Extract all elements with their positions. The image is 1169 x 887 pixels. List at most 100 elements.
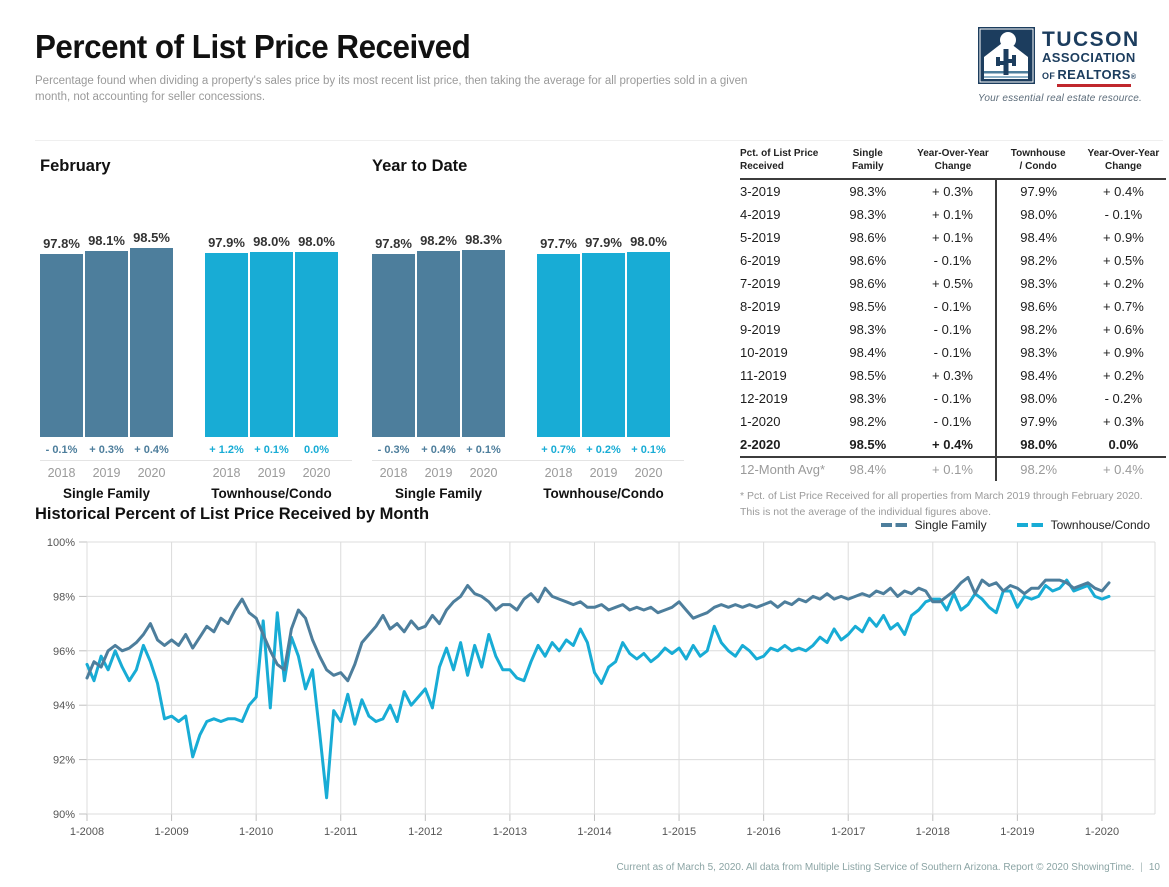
table-cell: - 0.1% [910, 249, 997, 272]
table-row: 8-2019 98.5% - 0.1% 98.6% + 0.7% [740, 295, 1166, 318]
bar-column: 98.0% [295, 234, 338, 437]
col-header-townhouse-condo: Townhouse / Condo [1010, 148, 1066, 172]
bar-2020 [130, 248, 173, 437]
table-cell: + 0.4% [1080, 456, 1166, 481]
yoy-change-label: + 0.1% [254, 444, 289, 456]
table-cell: 98.2% [849, 414, 887, 429]
table-cell: 98.5% [849, 368, 887, 383]
year-label: 2018 [544, 466, 573, 480]
bar-column: 97.9% [582, 235, 625, 437]
tar-logo-wordmark: TUCSON ASSOCIATION OF REALTORS ® [1042, 27, 1140, 89]
bar-2018 [372, 253, 415, 437]
bar-section-divider [40, 460, 352, 461]
header-divider [35, 140, 1163, 141]
bar-section-divider [372, 460, 684, 461]
chart-legend: Single Family Townhouse/Condo [880, 518, 1150, 532]
svg-text:1-2010: 1-2010 [239, 826, 273, 838]
bar-2019 [85, 251, 128, 437]
legend-item-single-family: Single Family [880, 518, 987, 532]
bars-row: 97.8% 98.2% 98.3% [372, 227, 505, 437]
bar-column: 98.0% [627, 234, 670, 437]
year-label: 2020 [137, 466, 166, 480]
series-label: Single Family [394, 486, 483, 501]
table-cell: 98.4% [1020, 368, 1058, 383]
bar-2018 [40, 253, 83, 437]
bar-2020 [627, 252, 670, 437]
table-cell: 12-Month Avg* [740, 456, 826, 481]
table-cell: 0.0% [1108, 437, 1139, 452]
yoy-change-label: + 0.4% [421, 444, 456, 456]
table-cell: 8-2019 [740, 299, 781, 314]
col-header-month: Pct. of List Price Received [740, 148, 819, 172]
table-cell: 1-2020 [740, 414, 781, 429]
table-row: 3-2019 98.3% + 0.3% 97.9% + 0.4% [740, 179, 1166, 203]
table-cell: 98.3% [1020, 276, 1058, 291]
table-cell: - 0.2% [1104, 391, 1143, 406]
bar-group-townhouse-condo: 97.9% 98.0% 98.0% + 1.2% + 0.1% 0.0% 2018 2019 2… [205, 227, 338, 501]
table-cell: 4-2019 [740, 207, 781, 222]
footer-source-text: Current as of March 5, 2020. All data fr… [616, 862, 1135, 873]
table-cell: 98.3% [849, 322, 887, 337]
report-footer: Current as of March 5, 2020. All data fr… [616, 862, 1160, 873]
table-cell: 98.0% [1020, 391, 1058, 406]
year-row: 2018 2019 2020 [40, 466, 173, 480]
svg-text:90%: 90% [53, 809, 75, 821]
bars-row: 97.8% 98.1% 98.5% [40, 227, 173, 437]
bar-column: 97.8% [372, 235, 415, 437]
svg-text:94%: 94% [53, 700, 75, 712]
footer-separator: | [1140, 862, 1143, 873]
table-row: 7-2019 98.6% + 0.5% 98.3% + 0.2% [740, 272, 1166, 295]
col-header-sf-yoy: Year-Over-Year Change [917, 148, 989, 172]
bar-2018 [205, 252, 248, 437]
historical-line-chart: Historical Percent of List Price Receive… [35, 504, 1162, 842]
table-cell: + 0.9% [1102, 230, 1144, 245]
logo-line-association: ASSOCIATION [1042, 50, 1136, 66]
bar-column: 98.1% [85, 233, 128, 437]
historical-line-chart-svg: 100% 98% 96% 94% 92% 90% 1-2008 1-2009 1-2010 1-2… [47, 537, 1156, 838]
yoy-change-label: 0.0% [303, 444, 330, 456]
monthly-table: Pct. of List Price Received Single Family … [740, 147, 1166, 481]
bar-2020 [462, 249, 505, 437]
bar-column: 98.0% [250, 234, 293, 437]
svg-text:1-2008: 1-2008 [70, 826, 104, 838]
bar-column: 97.7% [537, 236, 580, 437]
single-family-line-swatch-icon [880, 523, 907, 527]
table-cell: + 0.1% [910, 226, 997, 249]
bar-column: 98.3% [462, 232, 505, 437]
svg-text:1-2013: 1-2013 [493, 826, 527, 838]
table-cell: + 0.4% [910, 433, 997, 457]
table-row: 12-2019 98.3% - 0.1% 98.0% - 0.2% [740, 387, 1166, 410]
yoy-change-row: + 0.7% + 0.2% + 0.1% [537, 444, 670, 456]
table-cell: + 0.3% [910, 364, 997, 387]
february-bar-chart: February 97.8% 98.1% 98.5% - 0.1% + 0.3% + 0.… [40, 156, 352, 501]
svg-text:100%: 100% [47, 537, 75, 549]
table-cell: 98.3% [849, 391, 887, 406]
svg-text:1-2014: 1-2014 [577, 826, 611, 838]
yoy-change-label: + 0.3% [89, 444, 124, 456]
table-cell: 98.6% [849, 276, 887, 291]
table-cell: 9-2019 [740, 322, 781, 337]
svg-text:96%: 96% [53, 646, 75, 658]
table-cell: 98.6% [1020, 299, 1058, 314]
bar-2018 [537, 254, 580, 437]
year-label: 2020 [634, 466, 663, 480]
col-header-tc-yoy: Year-Over-Year Change [1087, 148, 1160, 172]
legend-label: Townhouse/Condo [1050, 518, 1150, 532]
table-row: 6-2019 98.6% - 0.1% 98.2% + 0.5% [740, 249, 1166, 272]
bar-value-label: 97.8% [375, 235, 412, 251]
bar-group-single-family: 97.8% 98.1% 98.5% - 0.1% + 0.3% + 0.4% 2018 201… [40, 227, 173, 501]
svg-text:1-2017: 1-2017 [831, 826, 865, 838]
table-cell: 11-2019 [740, 368, 787, 383]
february-heading: February [40, 156, 111, 175]
table-cell: 98.0% [1020, 207, 1058, 222]
february-bar-groups: 97.8% 98.1% 98.5% - 0.1% + 0.3% + 0.4% 2018 201… [40, 227, 352, 501]
yoy-change-label: - 0.1% [45, 444, 78, 456]
historical-chart-heading: Historical Percent of List Price Receive… [35, 504, 430, 523]
year-label: 2020 [469, 466, 498, 480]
table-row: 11-2019 98.5% + 0.3% 98.4% + 0.2% [740, 364, 1166, 387]
bars-row: 97.7% 97.9% 98.0% [537, 227, 670, 437]
table-cell: - 0.1% [910, 295, 997, 318]
year-to-date-bar-chart: Year to Date 97.8% 98.2% 98.3% - 0.3% + 0.4%… [372, 156, 684, 501]
table-row: 4-2019 98.3% + 0.1% 98.0% - 0.1% [740, 203, 1166, 226]
bar-column: 98.2% [417, 233, 460, 437]
